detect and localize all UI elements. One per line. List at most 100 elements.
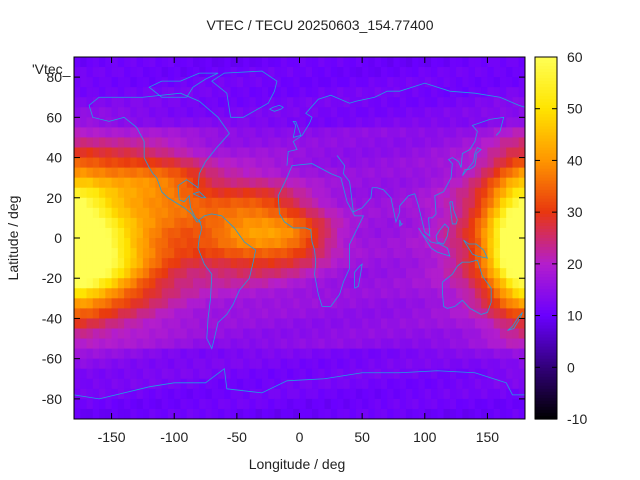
heatmap-cell: [380, 197, 388, 209]
heatmap-cell: [174, 167, 182, 179]
heatmap-cell: [174, 197, 182, 209]
heatmap-cell: [405, 248, 413, 259]
coastline: [441, 259, 492, 315]
heatmap-cell: [80, 167, 88, 179]
heatmap-cell: [105, 328, 113, 340]
heatmap-cell: [431, 298, 438, 309]
heatmap-cell: [299, 187, 307, 199]
heatmap-cell: [318, 87, 326, 98]
heatmap-cell: [124, 358, 131, 370]
heatmap-cell: [318, 57, 326, 68]
heatmap-cell: [456, 137, 463, 149]
heatmap-cell: [393, 147, 401, 159]
heatmap-cell: [167, 127, 175, 139]
colorbar-segment: [535, 57, 557, 61]
heatmap-cell: [506, 197, 514, 209]
heatmap-cell: [355, 207, 363, 219]
heatmap-cell: [105, 338, 113, 350]
heatmap-cell: [268, 248, 276, 259]
heatmap-cell: [468, 378, 476, 390]
heatmap-cell: [186, 258, 194, 269]
heatmap-cell: [80, 227, 88, 239]
heatmap-cell: [468, 278, 476, 289]
heatmap-cell: [180, 368, 188, 380]
heatmap-cell: [443, 207, 451, 219]
heatmap-cell: [299, 147, 307, 159]
heatmap-cell: [343, 87, 351, 98]
heatmap-cell: [92, 248, 100, 259]
heatmap-cell: [330, 298, 338, 309]
heatmap-cell: [211, 77, 219, 88]
heatmap-cell: [105, 67, 113, 78]
heatmap-cell: [218, 408, 225, 419]
heatmap-cell: [136, 368, 144, 380]
heatmap-cell: [481, 77, 489, 88]
heatmap-cell: [255, 298, 263, 309]
heatmap-cell: [481, 268, 489, 279]
heatmap-cell: [261, 67, 269, 78]
heatmap-cell: [362, 117, 370, 128]
heatmap-cell: [318, 328, 326, 340]
heatmap-cell: [337, 358, 344, 370]
heatmap-cell: [330, 328, 338, 340]
heatmap-cell: [193, 238, 200, 249]
heatmap-cell: [274, 77, 282, 88]
colorbar-segment: [535, 415, 557, 420]
heatmap-cell: [136, 278, 144, 289]
heatmap-cell: [130, 298, 138, 309]
heatmap-cell: [318, 268, 326, 279]
heatmap-cell: [255, 147, 263, 159]
colorbar-segment: [535, 283, 557, 287]
heatmap-cell: [324, 147, 332, 159]
heatmap-cell: [161, 197, 169, 209]
heatmap-cell: [255, 378, 263, 390]
heatmap-cell: [224, 318, 232, 330]
heatmap-cell: [349, 197, 357, 209]
heatmap-cell: [324, 127, 332, 139]
heatmap-cell: [481, 318, 489, 330]
heatmap-cell: [474, 398, 482, 410]
heatmap-cell: [180, 77, 188, 88]
colorbar-segment: [535, 256, 557, 260]
heatmap-cell: [149, 187, 157, 199]
heatmap-cell: [368, 278, 376, 289]
heatmap-cell: [174, 318, 182, 330]
heatmap-cell: [374, 57, 382, 68]
heatmap-cell: [86, 67, 94, 78]
heatmap-cell: [481, 288, 489, 299]
heatmap-cell: [299, 87, 307, 98]
heatmap-cell: [518, 398, 525, 410]
heatmap-cell: [518, 127, 525, 139]
heatmap-cell: [324, 67, 332, 78]
heatmap-cell: [199, 308, 207, 320]
heatmap-cell: [305, 77, 313, 88]
heatmap-cell: [512, 398, 520, 410]
heatmap-cell: [312, 298, 319, 309]
heatmap-cell: [431, 137, 438, 149]
heatmap-cell: [499, 278, 507, 289]
heatmap-cell: [387, 107, 395, 118]
heatmap-cell: [474, 248, 482, 259]
heatmap-cell: [230, 167, 238, 179]
heatmap-cell: [180, 137, 188, 149]
heatmap-cell: [193, 408, 200, 419]
heatmap-cell: [449, 288, 457, 299]
heatmap-cell: [105, 298, 113, 309]
heatmap-cell: [493, 378, 501, 390]
heatmap-cell: [380, 338, 388, 350]
heatmap-cell: [468, 368, 476, 380]
heatmap-cell: [249, 368, 257, 380]
heatmap-cell: [405, 268, 413, 279]
heatmap-cell: [518, 388, 525, 400]
heatmap-cell: [393, 358, 401, 370]
heatmap-cell: [280, 258, 288, 269]
heatmap-cell: [380, 278, 388, 289]
heatmap-cell: [330, 217, 338, 229]
heatmap-cell: [117, 388, 125, 400]
heatmap-cell: [374, 288, 382, 299]
heatmap-cell: [99, 408, 106, 419]
heatmap-cell: [437, 167, 445, 179]
heatmap-cell: [130, 97, 138, 108]
heatmap-cell: [236, 258, 244, 269]
heatmap-cell: [355, 278, 363, 289]
